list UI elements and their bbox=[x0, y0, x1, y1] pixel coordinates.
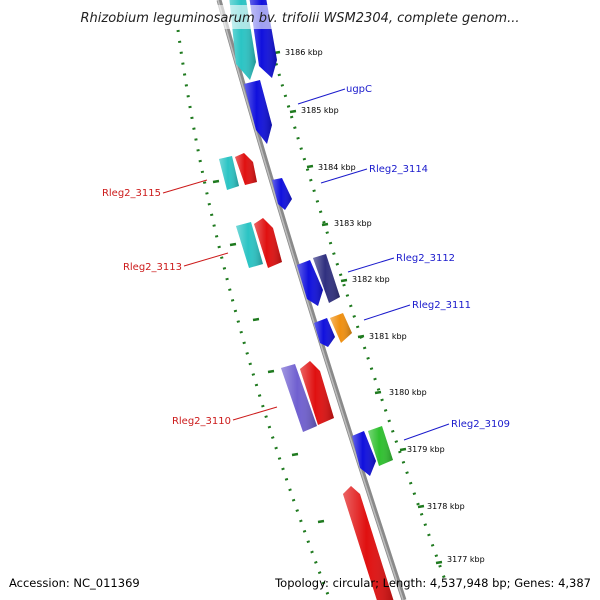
kbp-label: 3181 kbp bbox=[369, 332, 407, 341]
gene-label[interactable]: ugpC bbox=[346, 84, 372, 95]
kbp-label: 3183 kbp bbox=[334, 219, 372, 228]
minor-tick bbox=[267, 369, 275, 374]
feature-cyan-3115-shading bbox=[219, 156, 239, 190]
gene-label[interactable]: Rleg2_3112 bbox=[396, 253, 455, 264]
gene-label[interactable]: Rleg2_3109 bbox=[451, 419, 510, 430]
kbp-label: 3180 kbp bbox=[389, 388, 427, 397]
kbp-label: 3179 kbp bbox=[407, 445, 445, 454]
genome-summary-text: Topology: circular; Length: 4,537,948 bp… bbox=[275, 576, 591, 590]
gene-label[interactable]: Rleg2_3114 bbox=[369, 164, 428, 175]
minor-tick bbox=[252, 317, 260, 322]
label-leader-line bbox=[162, 179, 208, 194]
minor-tick bbox=[212, 179, 220, 184]
kbp-label: 3178 kbp bbox=[427, 502, 465, 511]
minor-tick bbox=[317, 519, 325, 524]
accession-text: Accession: NC_011369 bbox=[9, 576, 140, 590]
feature-blue-3181-shading bbox=[314, 318, 335, 347]
map-title: Rhizobium leguminosarum bv. trifolii WSM… bbox=[81, 11, 520, 26]
label-leader-line bbox=[232, 406, 278, 421]
label-leader-line bbox=[363, 304, 411, 321]
kbp-label: 3182 kbp bbox=[352, 275, 390, 284]
kbp-tick bbox=[399, 447, 407, 452]
label-leader-line bbox=[320, 168, 368, 184]
kbp-label: 3184 kbp bbox=[318, 163, 356, 172]
feature-ugpC-shading bbox=[244, 80, 272, 144]
feature-navy-3112-shading bbox=[313, 254, 340, 303]
kbp-label: 3185 kbp bbox=[301, 106, 339, 115]
label-leader-line bbox=[297, 88, 346, 105]
gene-label[interactable]: Rleg2_3113 bbox=[123, 262, 182, 273]
gene-label[interactable]: Rleg2_3110 bbox=[172, 416, 231, 427]
inner-dotted-ring bbox=[176, 29, 332, 600]
label-leader-line bbox=[403, 423, 450, 441]
kbp-tick bbox=[357, 334, 365, 339]
outer-dotted-ring bbox=[256, 0, 447, 581]
kbp-label: 3177 kbp bbox=[447, 555, 485, 564]
title-backdrop bbox=[60, 5, 540, 29]
feature-blue-3182-shading bbox=[297, 260, 323, 306]
feature-red-3110-shading bbox=[300, 361, 334, 425]
label-leader-line bbox=[183, 252, 229, 267]
minor-tick bbox=[291, 452, 299, 457]
feature-green-3109-shading bbox=[368, 426, 393, 466]
minor-tick bbox=[229, 242, 237, 247]
kbp-tick bbox=[306, 164, 314, 169]
feature-blue-3179-shading bbox=[352, 431, 376, 476]
feature-cyan-3113-shading bbox=[236, 222, 263, 268]
kbp-tick bbox=[374, 390, 382, 395]
label-leader-line bbox=[347, 257, 395, 273]
feature-blue-3114-shading bbox=[272, 178, 292, 210]
feature-red-bottom-shading bbox=[343, 486, 394, 600]
gene-label[interactable]: Rleg2_3115 bbox=[102, 188, 161, 199]
feature-purple-3110-shading bbox=[281, 364, 317, 432]
kbp-tick bbox=[435, 560, 443, 565]
feature-orange-3111-shading bbox=[330, 313, 352, 343]
kbp-tick bbox=[417, 504, 425, 509]
kbp-tick bbox=[340, 278, 348, 283]
genome-backbone-highlight bbox=[217, 0, 404, 600]
feature-red-3115-shading bbox=[235, 153, 257, 185]
kbp-label: 3186 kbp bbox=[285, 48, 323, 57]
kbp-tick bbox=[321, 222, 329, 227]
kbp-tick bbox=[289, 109, 297, 114]
gene-label[interactable]: Rleg2_3111 bbox=[412, 300, 471, 311]
feature-red-3113-shading bbox=[254, 218, 282, 268]
